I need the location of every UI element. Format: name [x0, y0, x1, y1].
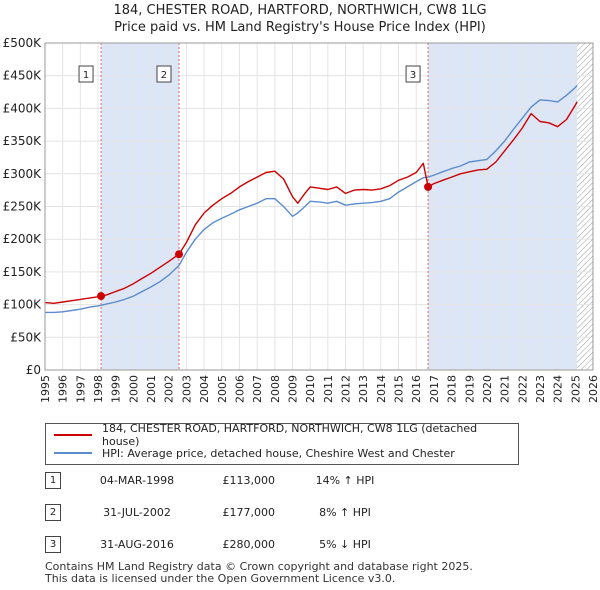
- x-tick-label: 2017: [428, 375, 441, 403]
- sale-label-box: [156, 65, 172, 83]
- sale-point: [97, 292, 106, 301]
- x-tick-label: 1997: [74, 375, 87, 403]
- sale-date: 04-MAR-1998: [99, 474, 175, 487]
- price-chart: 1 2 3 £0 £50K £100K £150K £200K £250K £300K £350K…: [3, 36, 600, 403]
- y-tick-label: £400K: [3, 101, 43, 115]
- y-tick-label: £50K: [10, 330, 42, 344]
- sale-row: 2 31-JUL-2002 £177,000 8% ↑ HPI: [45, 504, 425, 522]
- chart-legend: 184, CHESTER ROAD, HARTFORD, NORTHWICH, …: [45, 422, 519, 465]
- sale-price: £177,000: [222, 506, 276, 519]
- legend-label-property: 184, CHESTER ROAD, HARTFORD, NORTHWICH, …: [102, 422, 478, 448]
- x-tick-label: 2012: [340, 375, 353, 403]
- sale-date: 31-AUG-2016: [100, 538, 174, 551]
- x-tick-label: 2015: [393, 375, 406, 403]
- y-tick-label: £250K: [3, 200, 43, 214]
- x-tick-label: 2008: [269, 375, 282, 403]
- legend-swatch-blue: [54, 452, 92, 454]
- footer-attribution: Contains HM Land Registry data © Crown c…: [45, 561, 473, 585]
- x-tick-label: 2006: [233, 375, 246, 403]
- sale-label-number: 1: [83, 70, 89, 81]
- sale-label-box: [405, 65, 421, 83]
- sale-marker-number: 2: [45, 504, 61, 521]
- sale-row: 1 04-MAR-1998 £113,000 14% ↑ HPI: [45, 472, 425, 490]
- x-tick-label: 2014: [375, 375, 388, 403]
- footer-copyright: Contains HM Land Registry data © Crown c…: [45, 560, 473, 573]
- footer-licence: This data is licensed under the Open Gov…: [45, 572, 396, 585]
- x-tick-label: 2007: [251, 375, 264, 403]
- sale-hpi-change: 14% ↑ HPI: [315, 474, 375, 487]
- legend-item-property: 184, CHESTER ROAD, HARTFORD, NORTHWICH, …: [54, 422, 518, 448]
- sale-price: £280,000: [222, 538, 276, 551]
- sale-marker-number: 3: [45, 536, 61, 553]
- x-tick-label: 2011: [322, 375, 335, 403]
- y-tick-label: £0: [26, 363, 41, 377]
- x-tick-label: 2016: [410, 375, 423, 403]
- x-tick-label: 2022: [516, 375, 529, 403]
- y-tick-label: £150K: [3, 265, 43, 279]
- x-tick-label: 2010: [304, 375, 317, 403]
- x-tick-label: 2021: [499, 375, 512, 403]
- y-tick-label: £350K: [3, 134, 43, 148]
- sale-row: 3 31-AUG-2016 £280,000 5% ↓ HPI: [45, 536, 425, 554]
- series-line-hpi: [45, 85, 578, 314]
- sale-marker-number: 1: [45, 472, 61, 489]
- y-tick-label: £450K: [3, 69, 43, 83]
- legend-swatch-red: [54, 434, 92, 436]
- x-tick-label: 2005: [216, 375, 229, 403]
- y-tick-label: £200K: [3, 232, 43, 246]
- x-tick-label: 2013: [357, 375, 370, 403]
- x-tick-label: 2004: [198, 375, 211, 403]
- sale-hpi-change: 5% ↓ HPI: [319, 538, 371, 551]
- sale-label-box: [78, 65, 94, 83]
- x-tick-label: 2000: [127, 375, 140, 403]
- x-tick-label: 2026: [587, 375, 600, 403]
- x-tick-label: 2023: [534, 375, 547, 403]
- sale-point: [174, 250, 183, 259]
- x-tick-label: 1995: [39, 375, 52, 403]
- series-line-property: [44, 101, 578, 304]
- x-tick-label: 2018: [446, 375, 459, 403]
- sale-label-number: 2: [161, 70, 167, 81]
- x-tick-label: 2009: [286, 375, 299, 403]
- sale-point: [424, 182, 433, 191]
- sale-price: £113,000: [222, 474, 276, 487]
- legend-label-hpi: HPI: Average price, detached house, Ches…: [102, 446, 455, 460]
- x-tick-label: 2003: [180, 375, 193, 403]
- chart-title-line1: 184, CHESTER ROAD, HARTFORD, NORTHWICH, …: [113, 3, 487, 18]
- plot-frame: [44, 42, 594, 371]
- x-tick-label: 1998: [92, 375, 105, 403]
- chart-subtitle: Price paid vs. HM Land Registry's House …: [114, 20, 486, 35]
- sale-date: 31-JUL-2002: [103, 506, 171, 519]
- x-tick-label: 2025: [569, 375, 582, 403]
- x-tick-label: 1996: [57, 375, 70, 403]
- x-tick-label: 1999: [110, 375, 123, 403]
- x-tick-label: 2001: [145, 375, 158, 403]
- x-tick-label: 2019: [463, 375, 476, 403]
- legend-item-hpi: HPI: Average price, detached house, Ches…: [54, 445, 455, 461]
- y-tick-label: £100K: [3, 298, 43, 312]
- x-tick-label: 2002: [163, 375, 176, 403]
- y-tick-label: £500K: [3, 36, 43, 50]
- x-tick-label: 2020: [481, 375, 494, 403]
- y-tick-label: £300K: [3, 167, 43, 181]
- sale-label-number: 3: [410, 70, 416, 81]
- x-tick-label: 2024: [552, 375, 565, 403]
- sale-hpi-change: 8% ↑ HPI: [319, 506, 371, 519]
